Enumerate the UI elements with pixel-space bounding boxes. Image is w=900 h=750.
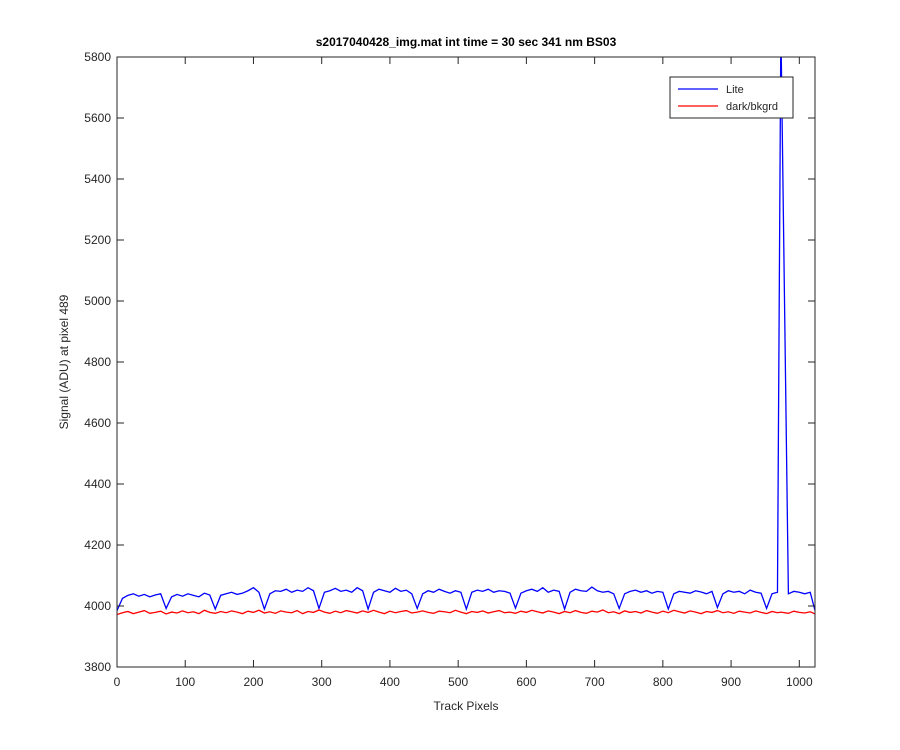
y-tick-label: 5600 [84, 111, 111, 125]
y-tick-label: 4800 [84, 355, 111, 369]
x-tick-label: 600 [516, 675, 536, 689]
chart-title: s2017040428_img.mat int time = 30 sec 34… [316, 35, 617, 49]
y-tick-label: 5800 [84, 50, 111, 64]
y-tick-label: 3800 [84, 660, 111, 674]
x-tick-label: 400 [380, 675, 400, 689]
y-tick-label: 4400 [84, 477, 111, 491]
legend-label: Lite [726, 84, 744, 96]
legend-box [669, 76, 794, 119]
x-tick-label: 900 [721, 675, 741, 689]
series-line [117, 57, 815, 612]
x-tick-label: 0 [114, 675, 121, 689]
x-tick-label: 800 [653, 675, 673, 689]
lines [117, 57, 815, 616]
legend-label: dark/bkgrd [726, 101, 778, 113]
x-tick-label: 700 [585, 675, 605, 689]
plot-area [117, 57, 815, 667]
x-tick-label: 300 [312, 675, 332, 689]
x-tick-label: 200 [243, 675, 263, 689]
x-tick-label: 100 [175, 675, 195, 689]
y-axis-label: Signal (ADU) at pixel 489 [57, 294, 71, 429]
x-axis-label: Track Pixels [434, 699, 499, 713]
x-tick-label: 1000 [786, 675, 813, 689]
y-tick-label: 4000 [84, 599, 111, 613]
y-tick-label: 5000 [84, 294, 111, 308]
y-tick-label: 4600 [84, 416, 111, 430]
x-tick-label: 500 [448, 675, 468, 689]
y-tick-label: 5400 [84, 172, 111, 186]
series-line [117, 609, 815, 616]
y-tick-label: 4200 [84, 538, 111, 552]
y-tick-label: 5200 [84, 233, 111, 247]
